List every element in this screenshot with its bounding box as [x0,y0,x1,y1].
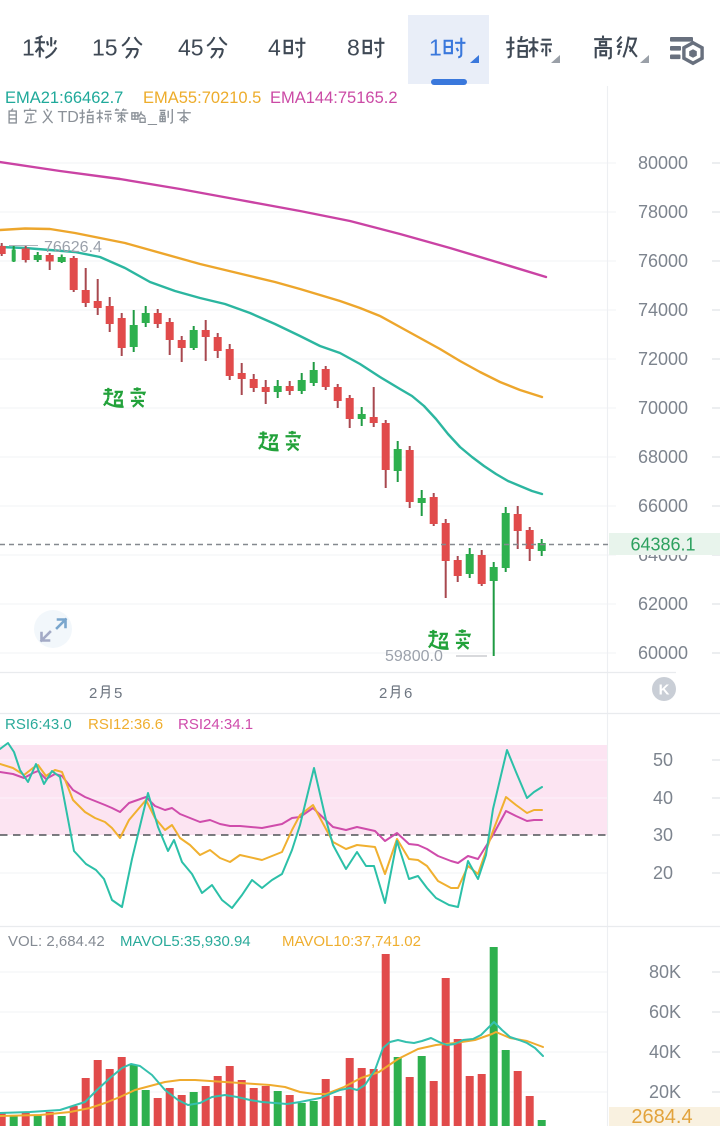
svg-text:62000: 62000 [638,594,688,614]
svg-text:RSI12:36.6: RSI12:36.6 [88,716,163,733]
svg-text:2: 2 [379,685,387,702]
svg-text:76626.4: 76626.4 [44,239,102,256]
svg-text:VOL: 2,684.42: VOL: 2,684.42 [8,933,105,950]
svg-text:45: 45 [178,35,204,61]
svg-text:74000: 74000 [638,300,688,320]
svg-text:78000: 78000 [638,202,688,222]
svg-text:20: 20 [653,863,673,883]
svg-text:_: _ [147,109,158,126]
svg-text:RSI6:43.0: RSI6:43.0 [5,716,72,733]
svg-text:80000: 80000 [638,153,688,173]
svg-text:15: 15 [92,35,118,61]
svg-text:80K: 80K [649,962,681,982]
svg-text:66000: 66000 [638,496,688,516]
svg-text:40: 40 [653,788,673,808]
svg-text:EMA144:75165.2: EMA144:75165.2 [270,89,398,107]
svg-text:50: 50 [653,750,673,770]
svg-text:2: 2 [89,685,97,702]
svg-text:20K: 20K [649,1082,681,1102]
svg-text:60000: 60000 [638,643,688,663]
svg-text:MAVOL5:35,930.94: MAVOL5:35,930.94 [120,933,251,950]
svg-text:EMA21:66462.7: EMA21:66462.7 [5,89,123,107]
svg-text:60K: 60K [649,1002,681,1022]
svg-text:70000: 70000 [638,398,688,418]
svg-text:8: 8 [347,35,360,61]
svg-text:EMA55:70210.5: EMA55:70210.5 [143,89,261,107]
svg-text:76000: 76000 [638,251,688,271]
svg-text:4: 4 [268,35,281,61]
svg-text:TD: TD [58,109,79,126]
svg-text:RSI24:34.1: RSI24:34.1 [178,716,253,733]
svg-text:1: 1 [22,35,35,61]
svg-text:6: 6 [404,685,412,702]
svg-text:30: 30 [653,825,673,845]
svg-text:68000: 68000 [638,447,688,467]
svg-text:1: 1 [429,35,442,61]
svg-text:K: K [659,682,670,699]
svg-text:40K: 40K [649,1042,681,1062]
svg-text:72000: 72000 [638,349,688,369]
svg-text:64386.1: 64386.1 [630,535,695,555]
svg-text:MAVOL10:37,741.02: MAVOL10:37,741.02 [282,933,421,950]
svg-text:5: 5 [114,685,122,702]
svg-text:59800.0: 59800.0 [385,648,443,665]
svg-text:2684.4: 2684.4 [631,1106,692,1126]
